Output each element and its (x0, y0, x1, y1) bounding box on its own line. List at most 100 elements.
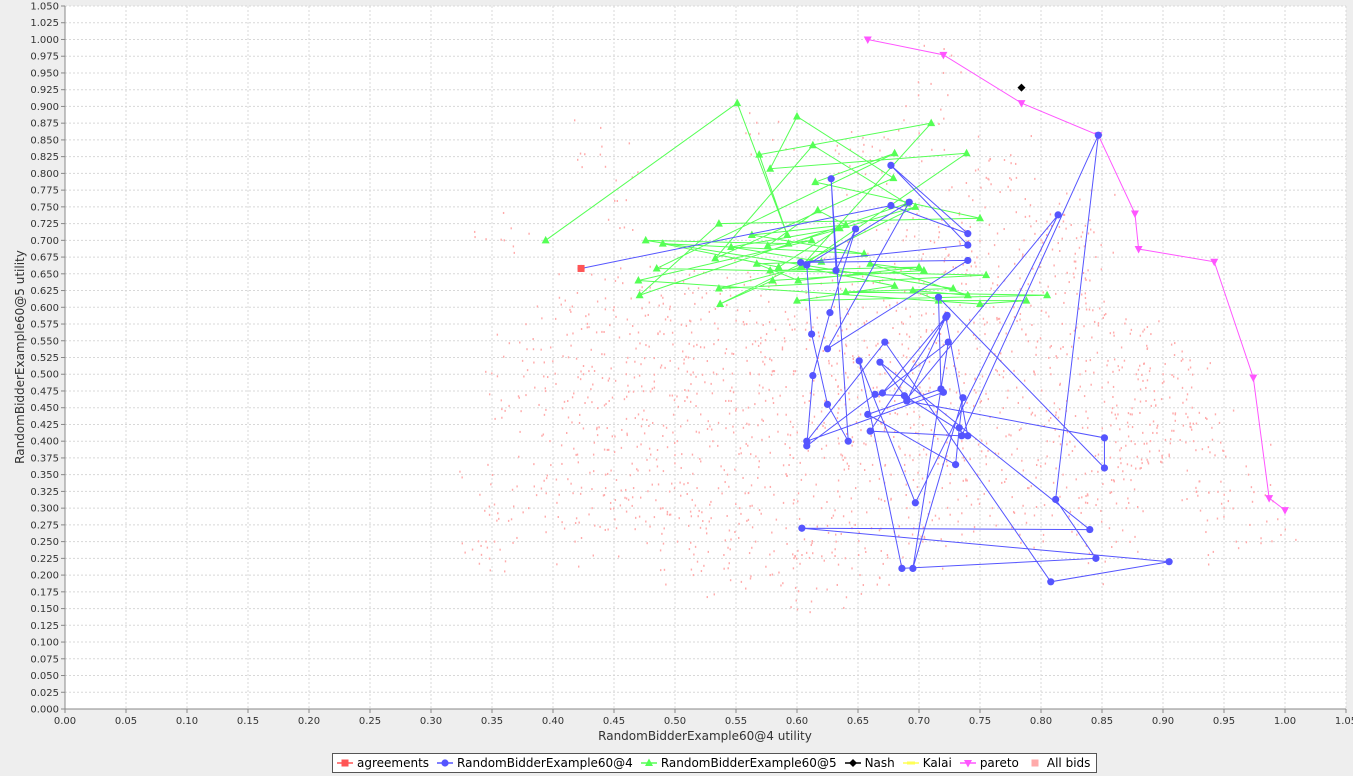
all-bids-point (572, 332, 574, 335)
all-bids-point (674, 462, 676, 465)
all-bids-point (856, 396, 859, 399)
all-bids-point (812, 552, 814, 555)
all-bids-point (887, 138, 889, 141)
all-bids-point (909, 315, 912, 318)
y-tick-label: 0.525 (30, 353, 59, 364)
all-bids-point (823, 336, 826, 339)
all-bids-point (581, 166, 583, 169)
all-bids-point (1120, 447, 1122, 450)
all-bids-point (727, 567, 729, 570)
all-bids-point (797, 500, 799, 503)
all-bids-point (746, 519, 748, 522)
all-bids-point (1173, 429, 1175, 432)
all-bids-point (575, 357, 578, 360)
all-bids-point (884, 427, 886, 430)
all-bids-point (668, 513, 671, 516)
all-bids-point (692, 291, 694, 294)
all-bids-point (1095, 504, 1097, 507)
all-bids-point (577, 158, 579, 161)
all-bids-point (942, 463, 944, 466)
all-bids-point (756, 121, 758, 124)
all-bids-point (608, 448, 610, 451)
all-bids-point (662, 542, 665, 545)
all-bids-point (692, 574, 695, 577)
all-bids-point (604, 297, 607, 300)
x-tick-label: 0.35 (481, 716, 503, 727)
all-bids-point (1142, 379, 1144, 382)
y-tick-label: 0.250 (30, 537, 59, 548)
all-bids-point (1033, 546, 1035, 549)
all-bids-point (966, 479, 968, 482)
all-bids-point (962, 263, 964, 266)
all-bids-point (1027, 340, 1030, 343)
randombidderexample60-4-point (905, 198, 913, 206)
all-bids-point (758, 384, 761, 387)
all-bids-point (575, 453, 577, 456)
all-bids-point (601, 330, 603, 333)
all-bids-point (631, 176, 634, 179)
all-bids-point (1053, 264, 1055, 267)
all-bids-point (619, 227, 621, 230)
all-bids-point (889, 361, 892, 364)
randombidderexample60-5-point (658, 239, 667, 247)
all-bids-point (710, 500, 712, 503)
all-bids-point (868, 354, 870, 357)
randombidderexample60-4-point (826, 309, 834, 317)
x-tick-label: 0.40 (542, 716, 564, 727)
all-bids-point (519, 341, 521, 344)
all-bids-point (1168, 455, 1170, 458)
all-bids-point (691, 453, 694, 456)
all-bids-point (768, 285, 770, 288)
all-bids-point (750, 484, 753, 487)
y-tick-label: 0.725 (30, 219, 59, 230)
all-bids-point (880, 498, 883, 501)
all-bids-point (544, 387, 546, 390)
all-bids-point (502, 211, 505, 214)
all-bids-point (850, 497, 852, 500)
all-bids-point (628, 142, 631, 145)
randombidderexample60-4-point (964, 230, 972, 238)
all-bids-point (541, 434, 543, 437)
all-bids-point (518, 396, 520, 399)
all-bids-point (1057, 242, 1059, 245)
all-bids-point (1074, 267, 1077, 270)
all-bids-point (646, 418, 648, 421)
all-bids-point (981, 450, 983, 453)
all-bids-point (757, 424, 759, 427)
all-bids-point (1164, 362, 1166, 365)
all-bids-point (816, 525, 818, 528)
all-bids-point (831, 551, 833, 554)
all-bids-point (1180, 359, 1183, 362)
all-bids-point (949, 473, 952, 476)
all-bids-point (1162, 373, 1164, 376)
all-bids-point (1111, 411, 1113, 414)
all-bids-point (640, 363, 642, 366)
all-bids-point (1214, 454, 1216, 457)
all-bids-point (1139, 364, 1141, 367)
all-bids-point (1096, 351, 1099, 354)
all-bids-point (823, 257, 826, 260)
all-bids-point (1111, 545, 1113, 548)
all-bids-point (662, 302, 664, 305)
all-bids-point (1047, 285, 1049, 288)
all-bids-point (625, 395, 628, 398)
all-bids-point (957, 520, 959, 523)
all-bids-point (965, 479, 967, 482)
all-bids-point (992, 306, 995, 309)
all-bids-point (925, 330, 928, 333)
all-bids-point (920, 535, 922, 538)
all-bids-point (1119, 449, 1121, 452)
all-bids-point (687, 356, 690, 359)
all-bids-point (880, 421, 882, 424)
all-bids-point (479, 493, 481, 496)
all-bids-point (909, 454, 911, 457)
all-bids-point (768, 321, 771, 324)
randombidderexample60-5-point (774, 262, 783, 271)
y-tick-label: 0.650 (30, 269, 59, 280)
y-tick-label: 0.300 (30, 504, 59, 515)
all-bids-point (841, 454, 844, 457)
all-bids-point (920, 314, 923, 317)
all-bids-point (693, 553, 695, 556)
all-bids-point (1084, 501, 1087, 504)
all-bids-point (1120, 346, 1123, 349)
